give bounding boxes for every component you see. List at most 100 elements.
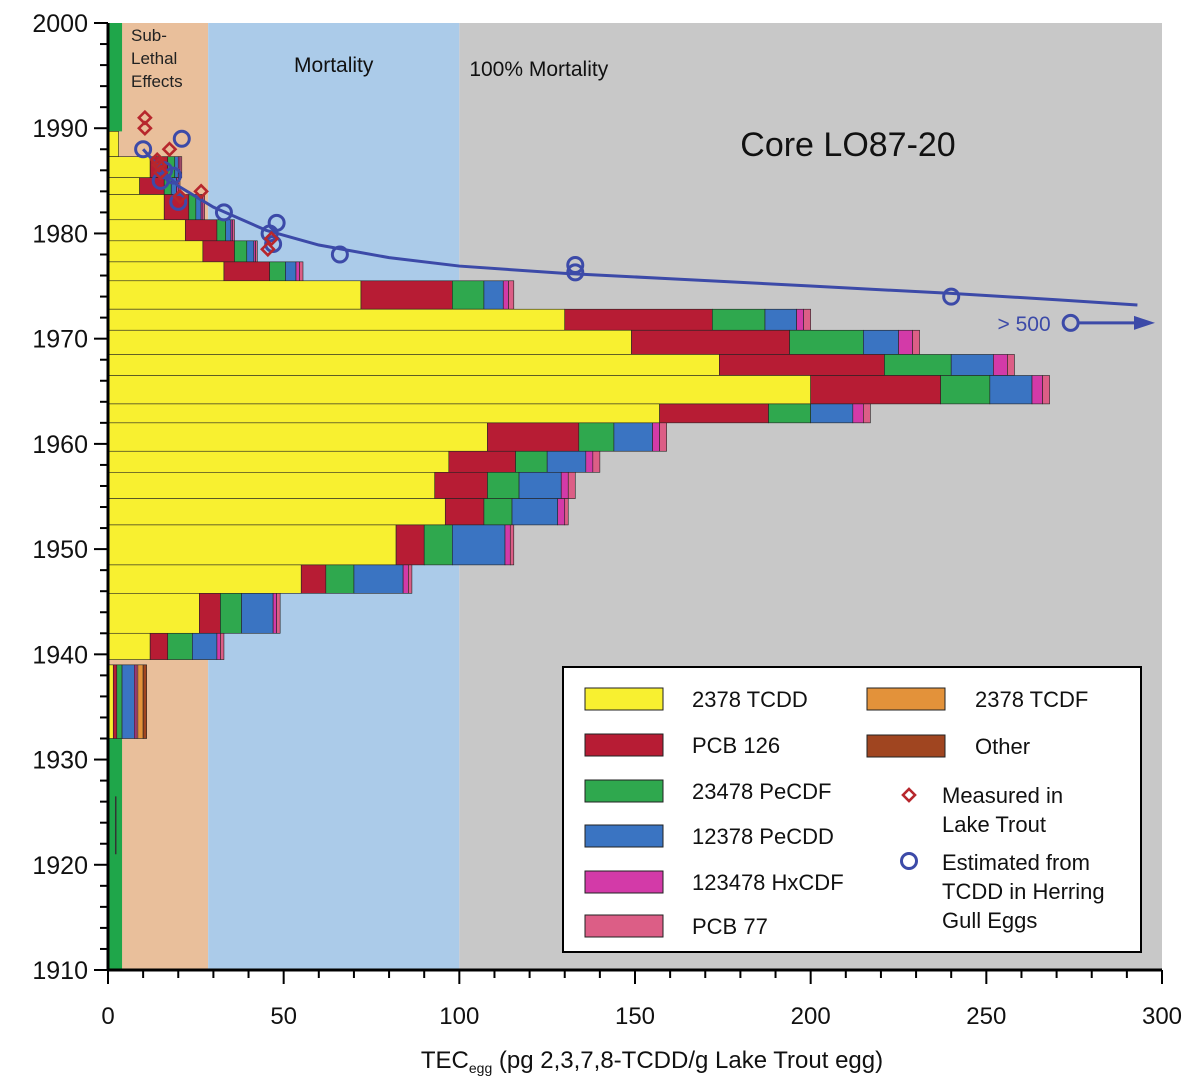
bar-segment-23478-pecdf bbox=[423, 524, 453, 566]
bar-segment-pcb-126 bbox=[223, 261, 270, 282]
bar-segment-2378-tcdf bbox=[137, 664, 144, 739]
legend-label: 2378 TCDD bbox=[692, 687, 808, 712]
bar-segment-pcb-126 bbox=[659, 403, 769, 424]
bar-segment-23478-pecdf bbox=[515, 450, 548, 473]
bar-segment-pcb-77 bbox=[592, 450, 601, 473]
y-tick-label: 2000 bbox=[32, 10, 88, 38]
bar-segment-pcb-126 bbox=[487, 422, 580, 452]
bar-segment-pcb-77 bbox=[1042, 375, 1050, 405]
bar-segment-23478-pecdf bbox=[487, 471, 520, 499]
legend-label: Gull Eggs bbox=[942, 908, 1037, 933]
bar-segment-pcb-77 bbox=[912, 329, 920, 355]
bar-segment-2378-tcdd bbox=[107, 450, 450, 473]
y-tick-label: 1980 bbox=[32, 220, 88, 248]
stacked-bars bbox=[107, 131, 1050, 855]
legend-label: Other bbox=[975, 734, 1030, 759]
bar-segment-2378-tcdd bbox=[107, 593, 200, 634]
x-tick-label: 100 bbox=[439, 1003, 479, 1030]
bar-segment-123478-hxcdf bbox=[993, 354, 1008, 376]
bar-segment-pcb-126 bbox=[199, 593, 221, 634]
bar-segment-12378-pecdd bbox=[863, 329, 899, 355]
bar-segment-pcb-77 bbox=[1007, 354, 1015, 376]
bar-segment-2378-tcdd bbox=[107, 240, 204, 263]
legend-swatch bbox=[584, 914, 664, 938]
bar-segment-123478-hxcdf bbox=[502, 280, 509, 310]
bar-segment-123478-hxcdf bbox=[402, 564, 409, 594]
bar-segment-pcb-77 bbox=[509, 524, 515, 566]
bar-segment-pcb-77 bbox=[232, 219, 235, 242]
bar-segment-12378-pecdd bbox=[989, 375, 1033, 405]
legend-swatch bbox=[584, 779, 664, 803]
estimated-herring-gull-marker bbox=[169, 192, 188, 211]
bar-segment-12378-pecdd bbox=[613, 422, 653, 452]
bar-segment-2378-tcdd bbox=[107, 375, 811, 405]
legend-label: Measured in bbox=[942, 783, 1063, 808]
y-tick-label: 1970 bbox=[32, 326, 88, 354]
y-tick-label: 1950 bbox=[32, 536, 88, 564]
legend-label: TCDD in Herring bbox=[942, 879, 1105, 904]
legend-label: 123478 HxCDF bbox=[692, 870, 844, 895]
bar-segment-23478-pecdf bbox=[116, 664, 123, 739]
annotation-arrow-head bbox=[1134, 315, 1155, 330]
estimated-herring-gull-marker bbox=[214, 203, 233, 222]
legend-swatch bbox=[866, 734, 946, 758]
legend-label: PCB 77 bbox=[692, 914, 768, 939]
trend-curve bbox=[142, 148, 1138, 307]
estimated-herring-gull-marker bbox=[566, 263, 585, 282]
legend-swatch bbox=[584, 687, 664, 711]
bar-segment-pcb-77 bbox=[255, 240, 258, 263]
bar-segment-2378-tcdd bbox=[107, 329, 632, 355]
zone-label-mortality: Mortality bbox=[294, 54, 374, 77]
bar-segment-pcb-126 bbox=[719, 354, 885, 376]
bar-segment-23478-pecdf bbox=[220, 593, 242, 634]
estimated-herring-gull-marker bbox=[172, 129, 191, 148]
bar-segment-12378-pecdd bbox=[950, 354, 994, 376]
bar-segment-pcb-77 bbox=[564, 498, 569, 526]
measured-lake-trout-marker bbox=[161, 141, 178, 158]
bar-segment-pcb-126 bbox=[444, 498, 485, 526]
estimated-herring-gull-marker bbox=[566, 256, 585, 275]
bar-segment-pcb-126 bbox=[202, 240, 235, 263]
x-axis-label-rest: (pg 2,3,7,8-TCDD/g Lake Trout egg) bbox=[492, 1047, 883, 1074]
measured-lake-trout-marker bbox=[149, 151, 166, 168]
bar-segment-pcb-126 bbox=[184, 219, 218, 242]
legend-box bbox=[562, 666, 1142, 953]
measured-lake-trout-marker bbox=[172, 188, 188, 205]
bar-segment-23478-pecdf bbox=[578, 422, 615, 452]
bar-segment-123478-hxcdf bbox=[295, 261, 300, 282]
bar-segment-2378-tcdd bbox=[107, 403, 660, 424]
estimated-herring-gull-marker bbox=[134, 140, 153, 159]
x-tick-label: 200 bbox=[791, 1003, 831, 1030]
bar-segment-pcb-126 bbox=[149, 632, 169, 660]
bar-segment-pcb-126 bbox=[564, 308, 713, 331]
bar-segment-12378-pecdd bbox=[483, 280, 504, 310]
x-tick-label: 300 bbox=[1142, 1003, 1182, 1030]
bar-segment-12378-pecdd bbox=[192, 632, 218, 660]
legend: 2378 TCDD PCB 126 23478 PeCDF 12378 PeCDD 12… bbox=[562, 666, 1142, 953]
bar-segment-2378-tcdd bbox=[107, 131, 119, 157]
bar-segment-12378-pecdd bbox=[225, 219, 232, 242]
bar-segment-12378-pecdd bbox=[246, 240, 255, 263]
bar-segment-pcb-126 bbox=[810, 375, 941, 405]
bar-segment-12378-pecdd bbox=[764, 308, 797, 331]
bar-segment-pcb-126 bbox=[112, 664, 118, 739]
bar-segment-pcb-77 bbox=[299, 261, 304, 282]
bar-segment-123478-hxcdf bbox=[652, 422, 660, 452]
bar-segment-12378-pecdd bbox=[518, 471, 562, 499]
bar-segment-12378-pecdd bbox=[452, 524, 506, 566]
legend-label: 23478 PeCDF bbox=[692, 779, 831, 804]
bar-segment-2378-tcdd bbox=[107, 632, 151, 660]
measured-lake-trout-marker bbox=[260, 241, 276, 258]
legend-swatch bbox=[584, 824, 664, 848]
zone-label-sublethal-line: Effects bbox=[131, 72, 183, 91]
bar-segment-12378-pecdd bbox=[353, 564, 404, 594]
estimated-herring-gull-marker bbox=[1061, 313, 1080, 332]
measured-lake-trout-marker bbox=[152, 164, 169, 181]
x-tick-label: 50 bbox=[270, 1003, 297, 1030]
bar-segment-pcb-77 bbox=[220, 632, 225, 660]
bar-segment-pcb-77 bbox=[276, 593, 281, 634]
bar-segment-123478-hxcdf bbox=[504, 524, 511, 566]
bar-segment-123478-hxcdf bbox=[852, 403, 864, 424]
zone-label-100-mortality: 100% Mortality bbox=[469, 58, 608, 81]
